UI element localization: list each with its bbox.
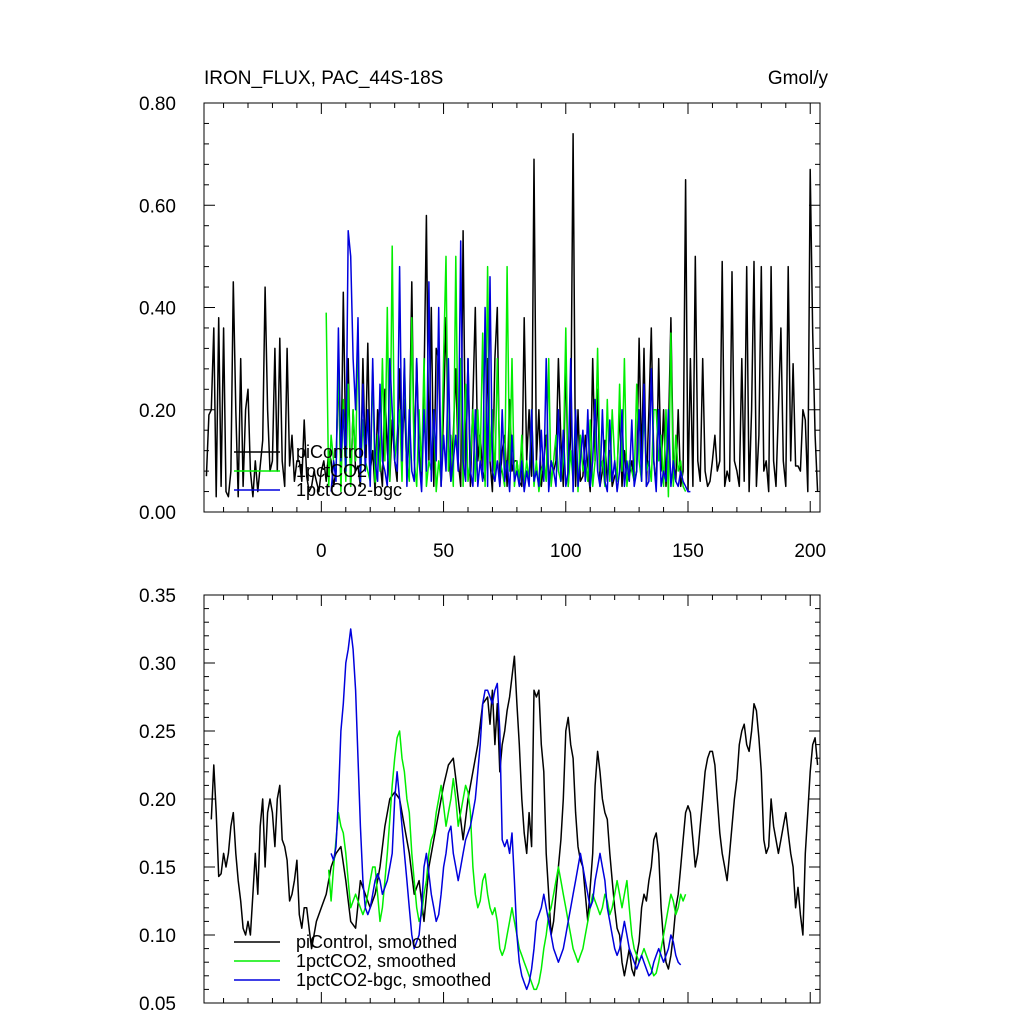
legend-label: piControl: [296, 442, 368, 462]
chart-units: Gmol/y: [768, 68, 829, 89]
y-tick-label: 0.35: [139, 586, 176, 607]
y-tick-label: 0.30: [139, 654, 176, 675]
y-tick-label: 0.00: [139, 503, 176, 524]
legend-label: piControl, smoothed: [296, 932, 457, 952]
chart-title: IRON_FLUX, PAC_44S-18S: [204, 68, 443, 89]
series-line-1: [205, 132, 819, 498]
y-tick-label: 0.20: [139, 401, 176, 422]
y-tick-label: 0.40: [139, 299, 176, 320]
y-tick-label: 0.10: [139, 926, 176, 947]
series-line-2: [325, 245, 687, 498]
series-line-3: [330, 230, 691, 493]
legend-label: 1pctCO2-bgc: [296, 480, 402, 500]
y-tick-label: 0.20: [139, 790, 176, 811]
legend-label: 1pctCO2, smoothed: [296, 951, 456, 971]
series-line-2: [327, 730, 687, 991]
y-tick-label: 0.25: [139, 722, 176, 743]
top-panel: 0.00 0.20 0.40 0.60 0.80 0 50 100 150 200 piContro…: [139, 94, 826, 562]
legend-label: 1pctCO2-bgc, smoothed: [296, 970, 491, 990]
x-tick-label: 200: [794, 541, 826, 562]
series-line-3: [330, 628, 682, 991]
x-tick-label: 150: [672, 541, 704, 562]
x-tick-label: 100: [550, 541, 582, 562]
x-tick-label: 0: [316, 541, 327, 562]
bottom-panel: 0.05 0.10 0.15 0.20 0.25 0.30 0.35 piControl, s…: [139, 586, 821, 1015]
x-tick-label: 50: [433, 541, 454, 562]
y-tick-label: 0.05: [139, 994, 176, 1015]
legend-label: 1pctCO2: [296, 461, 367, 481]
series-line-1: [210, 655, 819, 977]
y-tick-label: 0.15: [139, 858, 176, 879]
y-tick-label: 0.60: [139, 196, 176, 217]
y-tick-label: 0.80: [139, 94, 176, 115]
